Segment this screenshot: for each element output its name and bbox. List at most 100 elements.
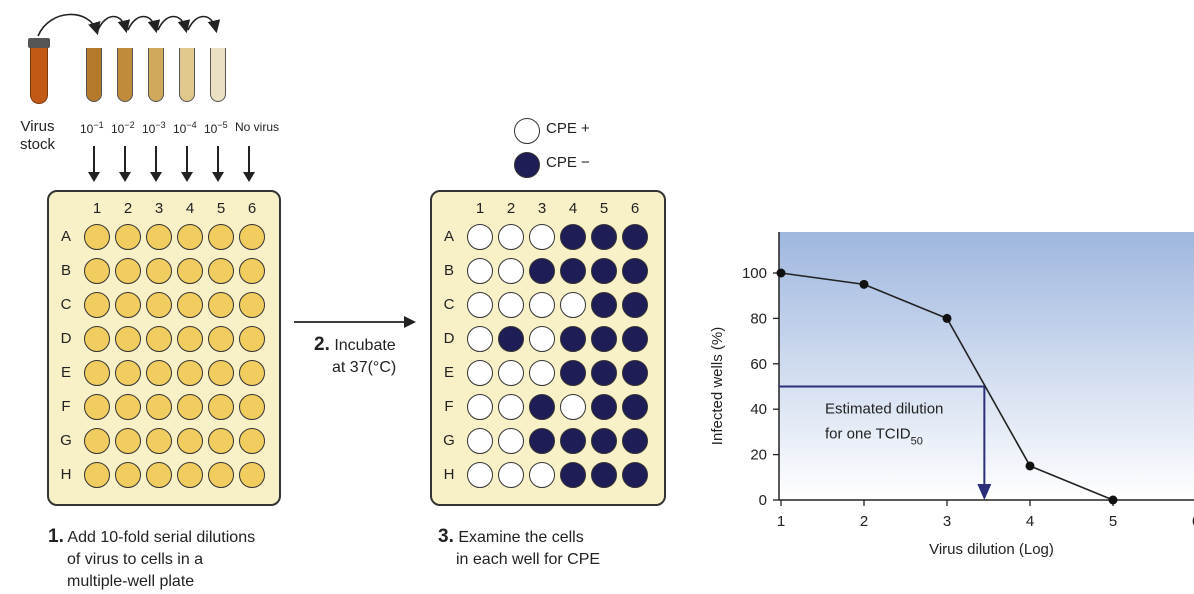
plate-3-well-E4 (560, 360, 586, 386)
plate-3-well-E3 (529, 360, 555, 386)
plate-1-well-E2 (115, 360, 141, 386)
down-arrow-5 (212, 146, 224, 182)
plate-1-well-G3 (146, 428, 172, 454)
plate-1-well-A2 (115, 224, 141, 250)
plate-3-well-F2 (498, 394, 524, 420)
plate-1-well-H3 (146, 462, 172, 488)
plate-3-row-G: G (443, 432, 455, 449)
plate-1-col-6: 6 (247, 200, 257, 217)
plate-1-well-B1 (84, 258, 110, 284)
legend-cpe-pos-label: CPE + (546, 120, 590, 137)
plot-background (779, 232, 1194, 500)
x-tick-label-6: 6 (1192, 513, 1194, 530)
plate-1-row-C: C (60, 296, 72, 313)
plate-3-row-A: A (443, 228, 454, 245)
x-tick-label-2: 2 (860, 513, 868, 530)
plate-1-well-E4 (177, 360, 203, 386)
plate-3-well-B3 (529, 258, 555, 284)
plate-3-col-4: 4 (568, 200, 578, 217)
virus-stock-label: Virus stock (20, 118, 56, 153)
plate-1-well-A1 (84, 224, 110, 250)
y-tick-label-0: 0 (759, 492, 767, 509)
plate-3-well-C1 (467, 292, 493, 318)
y-tick-label-40: 40 (750, 401, 767, 418)
plate-1-well-F5 (208, 394, 234, 420)
data-point-1 (776, 268, 786, 278)
data-point-5 (1108, 495, 1118, 505)
plate-1-well-E1 (84, 360, 110, 386)
plate-1-well-F3 (146, 394, 172, 420)
plate-3-well-C6 (622, 292, 648, 318)
step-3-text: 3. Examine the cells in each well for CP… (438, 526, 601, 568)
plate-3-well-D6 (622, 326, 648, 352)
plate-1-col-4: 4 (185, 200, 195, 217)
plate-1-row-E: E (60, 364, 71, 381)
plate-1-row-G: G (60, 432, 72, 449)
dilution-tube-3 (148, 48, 164, 102)
plate-1-well-B4 (177, 258, 203, 284)
plate-3-well-F6 (622, 394, 648, 420)
dilution-label-5: 10−5 (204, 120, 228, 136)
x-tick-label-5: 5 (1109, 513, 1117, 530)
dilution-label-4: 10−4 (173, 120, 197, 136)
plate-3-well-H4 (560, 462, 586, 488)
plate-1-row-D: D (60, 330, 72, 347)
y-axis-label: Infected wells (%) (709, 327, 726, 445)
data-point-2 (859, 279, 869, 289)
plate-1-well-G5 (208, 428, 234, 454)
plate-1-row-B: B (60, 262, 71, 279)
x-tick-label-3: 3 (943, 513, 951, 530)
down-arrow-6 (243, 146, 255, 182)
plate-1-well-H6 (239, 462, 265, 488)
plate-3-well-E1 (467, 360, 493, 386)
plate-1-well-A5 (208, 224, 234, 250)
y-tick-label-100: 100 (742, 265, 767, 282)
down-arrow-4 (181, 146, 193, 182)
plate-3-well-E2 (498, 360, 524, 386)
plate-3-well-H1 (467, 462, 493, 488)
data-point-3 (942, 313, 952, 323)
plate-1-well-F6 (239, 394, 265, 420)
legend-cpe-neg-label: CPE − (546, 154, 590, 171)
plate-3-well-B1 (467, 258, 493, 284)
plate-3-col-1: 1 (475, 200, 485, 217)
plate-3-well-E6 (622, 360, 648, 386)
plate-3-row-E: E (443, 364, 454, 381)
x-tick-label-1: 1 (777, 513, 785, 530)
plate-3-row-H: H (443, 466, 455, 483)
plate-3-well-A6 (622, 224, 648, 250)
plate-3-well-B5 (591, 258, 617, 284)
plate-3-well-G3 (529, 428, 555, 454)
plate-1-well-C5 (208, 292, 234, 318)
plate-1-well-D1 (84, 326, 110, 352)
plate-3-col-3: 3 (537, 200, 547, 217)
tcid50-chart: 0 20 40 60 80 100 1 2 3 4 5 6 Virus dilution (Log) In… (709, 232, 1194, 558)
plate-1-well-D6 (239, 326, 265, 352)
incubate-arrow (294, 316, 416, 328)
plate-3-well-D3 (529, 326, 555, 352)
y-tick-label-80: 80 (750, 310, 767, 327)
plate-1-well-G2 (115, 428, 141, 454)
plate-1-well-F1 (84, 394, 110, 420)
transfer-arrows (37, 13, 221, 37)
plate-1-well-B6 (239, 258, 265, 284)
plate-1-well-G1 (84, 428, 110, 454)
plate-3-well-B6 (622, 258, 648, 284)
plate-3-well-B2 (498, 258, 524, 284)
plate-3-well-F1 (467, 394, 493, 420)
tcid50-guide-line (779, 385, 986, 488)
plate-1-well-E3 (146, 360, 172, 386)
plate-3-well-D2 (498, 326, 524, 352)
plate-3-well-A3 (529, 224, 555, 250)
plate-3-well-G1 (467, 428, 493, 454)
dilution-tube-4 (179, 48, 195, 102)
dilution-tube-2 (117, 48, 133, 102)
plate-3-well-G4 (560, 428, 586, 454)
plate-1-well-G4 (177, 428, 203, 454)
plate-1-well-D5 (208, 326, 234, 352)
plate-1-well-D4 (177, 326, 203, 352)
virus-stock-cap (28, 38, 50, 48)
plate-3-well-G6 (622, 428, 648, 454)
plate-3-col-5: 5 (599, 200, 609, 217)
plate-3-well-E5 (591, 360, 617, 386)
